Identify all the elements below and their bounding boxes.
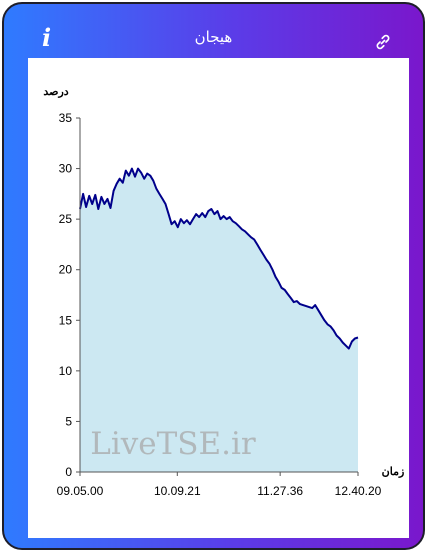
x-tick-label: 12.40.20 (335, 484, 382, 498)
y-tick-label: 35 (59, 111, 73, 125)
series-area (80, 168, 358, 472)
y-tick-label: 30 (59, 162, 73, 176)
app-frame: i هیجان 0 5 10 15 20 25 30 35 09.05.00 10.09.21 1… (2, 2, 425, 550)
series-line (79, 167, 359, 350)
y-tick-label: 10 (59, 364, 73, 378)
header: i هیجان (4, 4, 423, 60)
y-tick-label: 5 (65, 414, 72, 428)
x-tick-label: 11.27.36 (257, 484, 303, 498)
chart-card: 0 5 10 15 20 25 30 35 09.05.00 10.09.21 11.27.36 1… (28, 58, 409, 538)
y-tick-label: 20 (59, 263, 73, 277)
page-title: هیجان (194, 28, 233, 46)
y-axis-label: درصد (43, 86, 68, 98)
y-tick-label: 25 (59, 212, 73, 226)
x-axis-label: زمان (382, 466, 405, 478)
y-tick-label: 0 (65, 465, 72, 479)
x-tick-label: 09.05.00 (57, 484, 104, 498)
x-tick-label: 10.09.21 (154, 484, 201, 498)
chart: 0 5 10 15 20 25 30 35 09.05.00 10.09.21 11.27.36 1… (43, 86, 405, 498)
link-icon[interactable] (374, 33, 392, 51)
watermark: LiveTSE.ir (90, 426, 256, 462)
info-icon[interactable]: i (42, 23, 52, 52)
y-tick-label: 15 (59, 313, 73, 327)
